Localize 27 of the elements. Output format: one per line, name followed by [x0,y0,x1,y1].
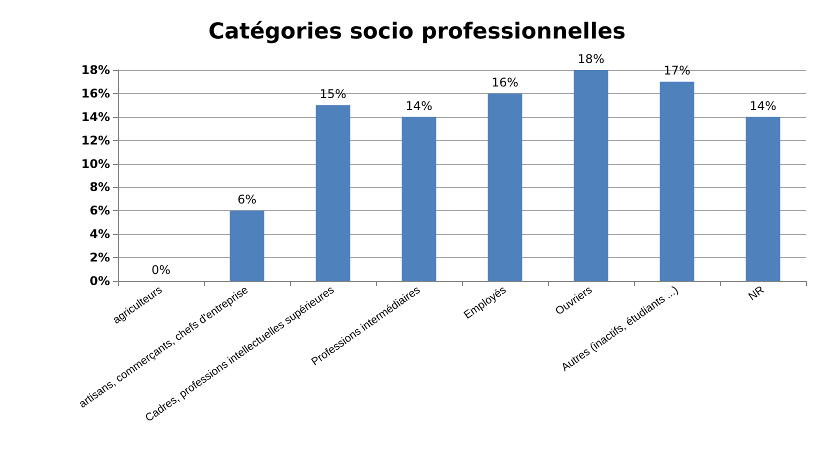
data-label: 14% [406,98,432,113]
bar [488,93,522,281]
bar [574,70,608,281]
data-label: 17% [664,64,690,78]
y-tick-label: 2% [90,250,110,265]
bar [230,210,264,281]
bar [316,105,350,281]
x-tick-label: NR [746,284,766,304]
data-label: 15% [320,87,346,102]
y-tick-label: 12% [81,133,110,148]
data-label: 18% [578,52,604,66]
bar [746,116,780,281]
y-tick-label: 18% [81,63,110,77]
y-tick-label: 16% [81,86,110,100]
data-label: 14% [750,98,776,113]
bar [660,82,694,281]
data-label: 6% [237,192,257,207]
data-label: 0% [151,263,171,277]
bar [402,116,436,281]
y-tick-label: 8% [90,180,110,194]
y-tick-label: 10% [81,156,110,171]
y-tick-label: 14% [81,110,110,124]
y-tick-label: 4% [90,227,110,242]
y-tick-label: 0% [90,274,110,288]
y-tick-label: 6% [90,204,110,218]
chart-title: Catégories socio professionnelles [208,20,626,44]
data-label: 16% [492,75,518,90]
